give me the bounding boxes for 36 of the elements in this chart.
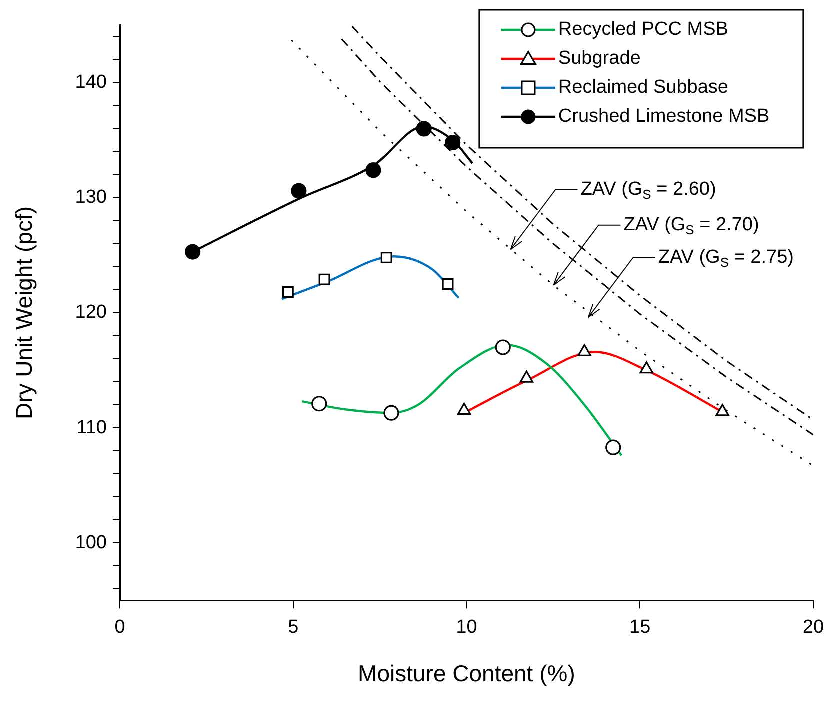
point	[716, 404, 730, 416]
line-series	[280, 256, 460, 300]
x-tick-label: 0	[114, 617, 126, 638]
point	[185, 244, 201, 260]
point	[445, 134, 461, 151]
x-tick-label: 15	[630, 617, 651, 638]
point	[442, 278, 454, 290]
point	[366, 162, 382, 178]
point	[520, 370, 534, 383]
y-tick-label: 120	[75, 302, 107, 324]
line-series	[290, 40, 814, 467]
x-tick-label: 5	[288, 617, 299, 638]
point	[282, 286, 294, 298]
point	[457, 402, 472, 416]
legend-label: Reclaimed Subbase	[558, 77, 728, 98]
point	[606, 440, 622, 456]
y-tick-label: 130	[75, 187, 107, 208]
y-tick-label: 100	[75, 532, 107, 554]
x-tick-label: 20	[802, 617, 824, 638]
point	[578, 344, 592, 356]
point	[416, 121, 432, 137]
point	[380, 252, 392, 264]
point	[384, 405, 400, 421]
y-axis-title: Dry Unit Weight (pcf)	[11, 206, 38, 420]
point	[318, 274, 330, 286]
point	[312, 396, 328, 412]
y-tick-label: 110	[76, 417, 107, 438]
legend-label: Subgrade	[558, 48, 641, 70]
x-tick-label: 10	[456, 617, 478, 638]
legend-label: Recycled PCC MSB	[558, 19, 728, 40]
legend-label: Crushed Limestone MSB	[558, 106, 770, 128]
point	[291, 183, 307, 199]
x-axis-title: Moisture Content (%)	[358, 660, 576, 687]
point	[640, 362, 654, 374]
y-tick-label: 140	[75, 72, 107, 94]
point	[495, 340, 511, 356]
